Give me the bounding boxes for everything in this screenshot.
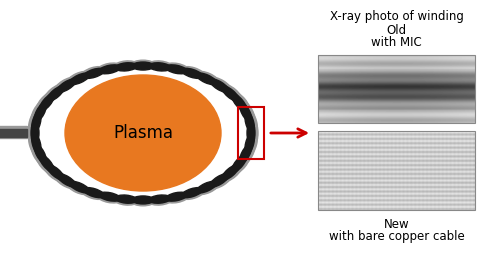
Ellipse shape [240,102,252,122]
Ellipse shape [198,183,218,194]
Text: Old: Old [386,24,407,37]
Ellipse shape [98,194,120,203]
Ellipse shape [47,164,64,180]
Ellipse shape [210,79,229,92]
Ellipse shape [196,73,216,85]
Ellipse shape [39,94,54,111]
Text: with MIC: with MIC [371,36,422,49]
Ellipse shape [29,133,38,155]
Ellipse shape [196,181,216,193]
Ellipse shape [132,60,154,68]
Ellipse shape [31,144,44,164]
Ellipse shape [166,65,187,74]
Ellipse shape [149,195,171,203]
Ellipse shape [55,78,74,91]
Ellipse shape [212,78,231,91]
Ellipse shape [99,192,120,201]
Bar [318,55,475,123]
Ellipse shape [47,86,64,101]
Bar [0,126,27,138]
Ellipse shape [167,63,188,72]
Ellipse shape [183,189,204,199]
Ellipse shape [242,144,255,164]
Text: with bare copper cable: with bare copper cable [329,230,464,243]
Ellipse shape [45,166,62,181]
Ellipse shape [234,155,250,173]
Ellipse shape [98,63,120,72]
Ellipse shape [32,112,41,133]
Ellipse shape [231,155,247,172]
Ellipse shape [234,93,250,111]
Ellipse shape [82,189,103,199]
Ellipse shape [224,166,241,181]
Text: New: New [384,218,409,231]
Ellipse shape [65,75,221,191]
Ellipse shape [32,133,41,154]
Ellipse shape [149,197,171,205]
Ellipse shape [222,164,239,180]
Ellipse shape [245,112,254,133]
Ellipse shape [55,175,74,189]
Ellipse shape [224,85,241,100]
Ellipse shape [250,122,258,144]
Ellipse shape [132,62,154,70]
Ellipse shape [210,174,229,187]
Bar [0,129,27,137]
Ellipse shape [247,122,255,144]
Ellipse shape [198,72,218,83]
Ellipse shape [132,196,154,204]
Ellipse shape [115,61,137,69]
Bar [238,107,264,159]
Ellipse shape [57,79,76,92]
Ellipse shape [212,175,231,189]
Ellipse shape [99,65,120,74]
Ellipse shape [166,192,187,201]
Ellipse shape [68,72,88,83]
Ellipse shape [34,144,47,164]
Ellipse shape [69,181,90,193]
Ellipse shape [57,174,76,187]
Text: Plasma: Plasma [113,124,173,142]
Ellipse shape [68,183,88,194]
Ellipse shape [45,85,62,100]
Ellipse shape [183,67,204,77]
Text: X-ray photo of winding: X-ray photo of winding [330,10,463,23]
Ellipse shape [115,197,137,205]
Ellipse shape [36,155,52,173]
Bar [318,131,475,210]
Ellipse shape [69,73,90,85]
Ellipse shape [245,133,254,154]
Ellipse shape [149,61,171,69]
Ellipse shape [39,155,54,172]
Ellipse shape [84,68,105,78]
Ellipse shape [248,133,257,155]
Ellipse shape [31,122,39,144]
Ellipse shape [222,86,239,101]
Ellipse shape [115,63,137,71]
Ellipse shape [149,63,171,71]
Ellipse shape [167,194,188,203]
Ellipse shape [115,195,137,203]
Ellipse shape [242,102,255,122]
Ellipse shape [31,102,44,122]
Ellipse shape [248,112,257,133]
Ellipse shape [36,93,52,111]
Ellipse shape [181,188,203,198]
Ellipse shape [82,67,103,77]
Ellipse shape [34,102,47,122]
Ellipse shape [181,68,203,78]
Ellipse shape [29,112,38,133]
Ellipse shape [84,188,105,198]
Ellipse shape [231,94,247,111]
Ellipse shape [240,144,252,164]
Ellipse shape [132,198,154,206]
Ellipse shape [28,122,36,144]
